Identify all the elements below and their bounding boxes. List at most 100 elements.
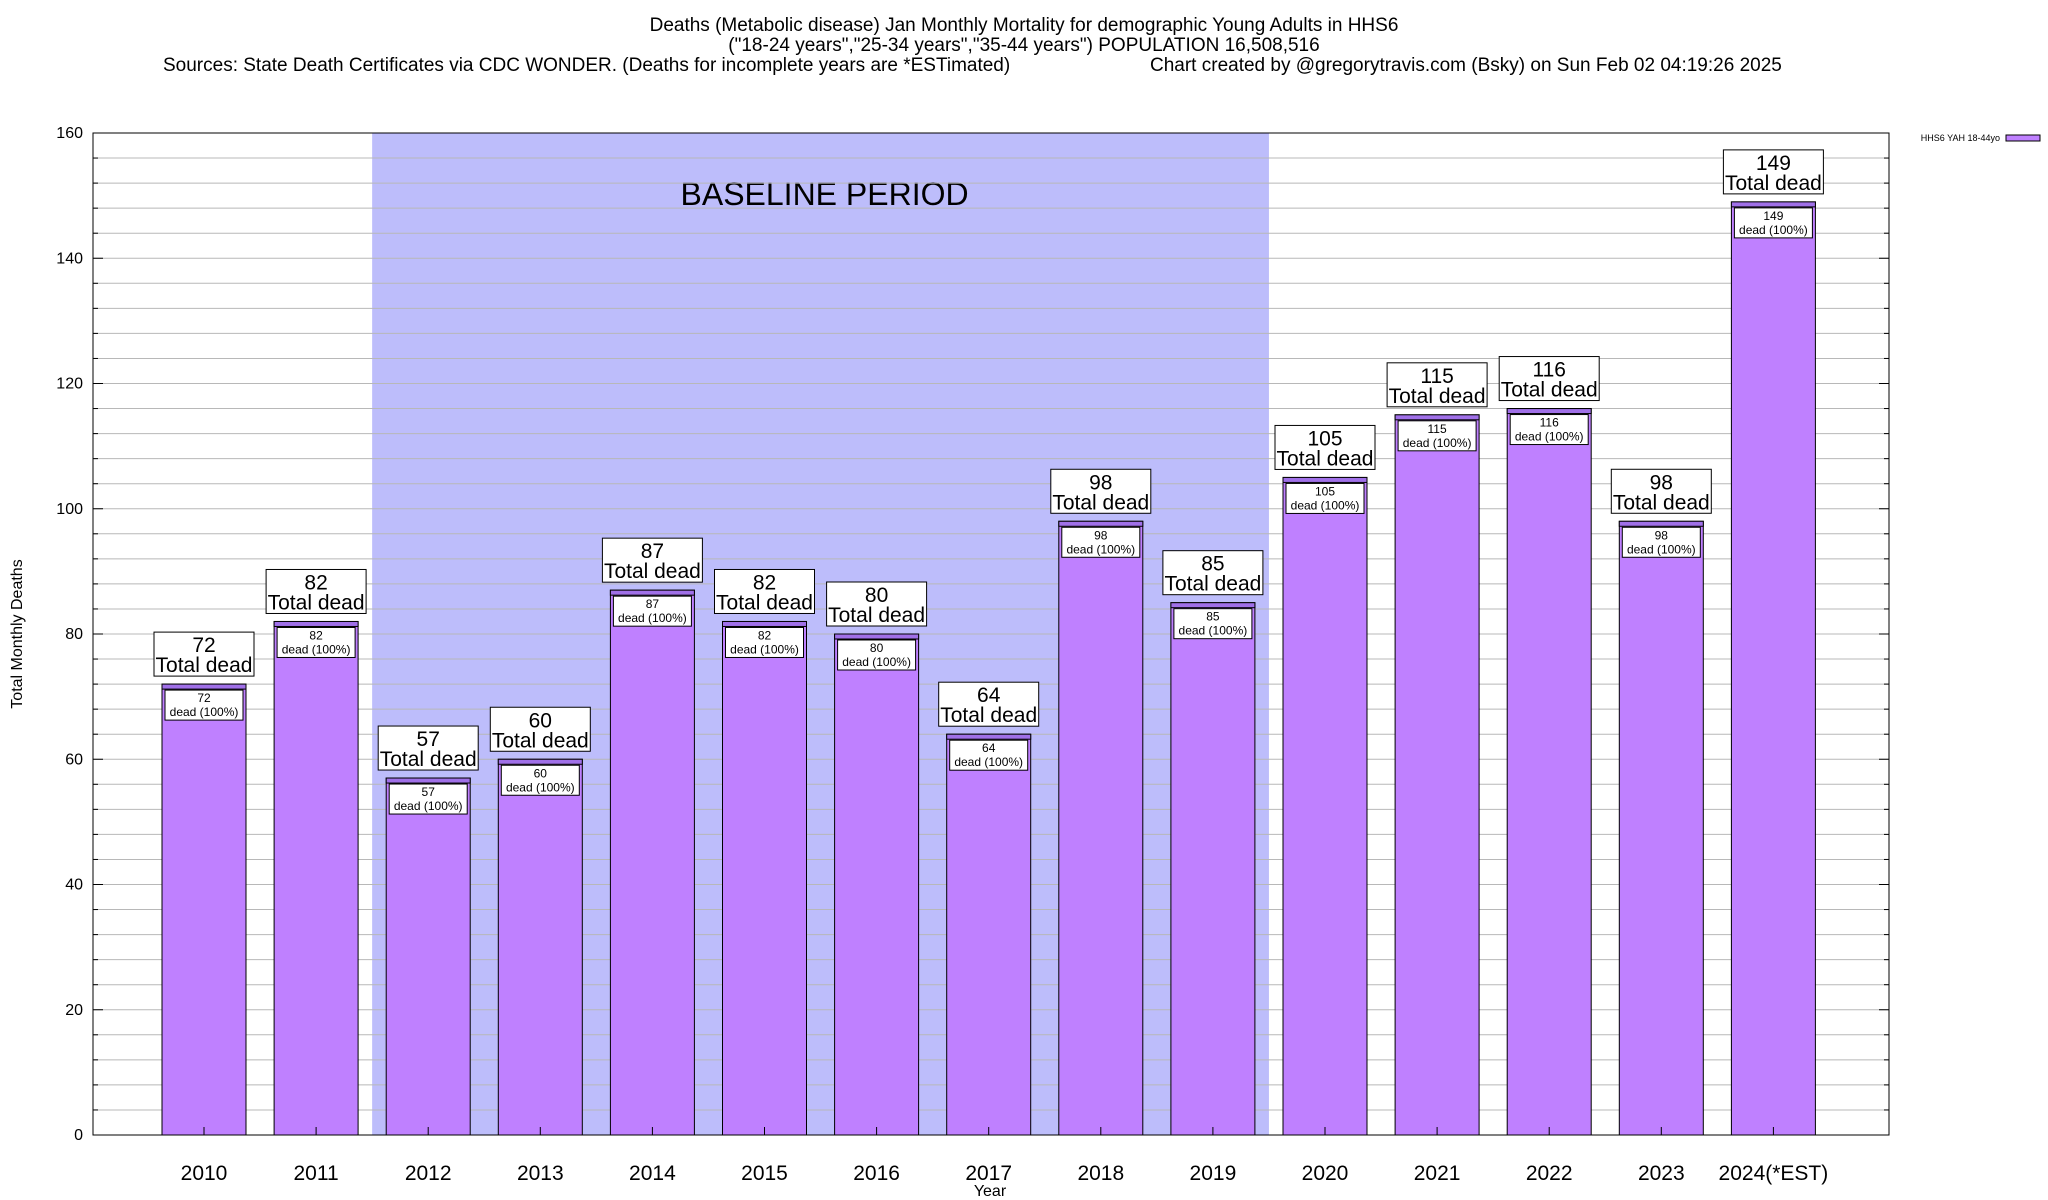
inner-value-label: 72 [197, 691, 211, 705]
plot-frame [92, 132, 1890, 1136]
inner-value-label: 98 [1655, 528, 1669, 542]
total-dead-label: Total dead [1501, 379, 1598, 402]
x-tick-label: 2010 [181, 1162, 228, 1185]
total-label-box [714, 568, 815, 614]
y-tick-label: 100 [56, 501, 83, 518]
total-label-box [1050, 468, 1152, 514]
x-tick-label: 2022 [1526, 1162, 1573, 1185]
inner-percent-label: dead (100%) [954, 755, 1023, 769]
x-tick-label: 2012 [405, 1162, 452, 1185]
inner-label-box [276, 626, 356, 658]
total-dead-label: Total dead [716, 591, 813, 614]
total-dead-label: Total dead [380, 748, 477, 771]
inner-percent-label: dead (100%) [1291, 498, 1360, 512]
legend-swatch [2005, 134, 2041, 142]
inner-label-box [1621, 526, 1701, 558]
bar-cap [1506, 408, 1592, 415]
total-label-box [601, 537, 703, 583]
total-label-box [1610, 468, 1712, 514]
x-tick-label: 2023 [1638, 1162, 1685, 1185]
x-tick-label: 2017 [965, 1162, 1012, 1185]
bar-cap [722, 620, 807, 627]
bar [946, 733, 1032, 1136]
inner-label-box [612, 595, 692, 627]
inner-label-box [1733, 207, 1813, 239]
inner-label-box [949, 739, 1029, 771]
legend-series-name: HHS6 YAH 18-44yo [1921, 133, 2000, 143]
inner-value-label: 116 [1540, 416, 1559, 430]
x-axis: 2010 2011 2012 2013 2014 2015 2016 2017 2018 2019… [181, 1127, 1829, 1185]
y-tick-label: 160 [56, 125, 83, 142]
inner-percent-label: dead (100%) [1627, 542, 1696, 556]
inner-value-label: 80 [870, 641, 884, 655]
chart-title-line1: Deaths (Metabolic disease) Jan Monthly M… [650, 15, 1399, 36]
baseline-period-label: BASELINE PERIOD [681, 176, 969, 212]
bar-cap [161, 683, 247, 690]
bar-cap [385, 777, 471, 784]
inner-value-label: 60 [534, 766, 548, 780]
total-value-label: 87 [641, 540, 664, 563]
total-value-label: 149 [1756, 152, 1791, 175]
total-dead-label: Total dead [1164, 573, 1261, 596]
total-dead-label: Total dead [1277, 447, 1374, 470]
total-value-label: 64 [977, 684, 1001, 707]
bar [1618, 520, 1704, 1136]
y-tick-label: 80 [65, 626, 83, 643]
inner-percent-label: dead (100%) [170, 705, 239, 719]
total-dead-label: Total dead [1052, 491, 1149, 514]
bar-cap [1170, 602, 1256, 609]
inner-percent-label: dead (100%) [1739, 223, 1808, 237]
total-label-box [938, 681, 1040, 727]
total-label-box [153, 631, 255, 677]
total-value-label: 98 [1089, 471, 1112, 494]
inner-percent-label: dead (100%) [1403, 436, 1472, 450]
inner-label-box [388, 783, 468, 815]
total-dead-label: Total dead [156, 654, 253, 677]
y-tick-label: 120 [56, 376, 83, 393]
x-tick-label: 2016 [853, 1162, 900, 1185]
inner-label-box [500, 764, 580, 796]
x-tick-label: 2014 [629, 1162, 676, 1185]
total-dead-label: Total dead [940, 704, 1037, 727]
bar [497, 758, 583, 1136]
total-label-box [1162, 550, 1264, 596]
x-axis-title: Year [974, 1183, 1007, 1200]
total-value-label: 115 [1420, 365, 1453, 388]
total-label-box [489, 706, 591, 752]
total-dead-label: Total dead [1613, 491, 1710, 514]
bar [1170, 602, 1256, 1136]
y-tick-label: 60 [65, 751, 83, 768]
x-tick-label: 2018 [1077, 1162, 1124, 1185]
x-tick-label: 2013 [517, 1162, 564, 1185]
total-value-label: 72 [192, 634, 215, 657]
bar [609, 589, 695, 1136]
bar-cap [273, 620, 359, 627]
total-dead-label: Total dead [1389, 385, 1486, 408]
inner-value-label: 87 [646, 597, 660, 611]
bar [1282, 476, 1368, 1136]
total-label-box [1274, 424, 1376, 470]
inner-value-label: 105 [1315, 484, 1335, 498]
bar [1506, 408, 1592, 1136]
total-value-label: 116 [1532, 359, 1565, 382]
total-value-label: 57 [417, 728, 440, 751]
bar-cap [1730, 201, 1816, 208]
inner-value-label: 85 [1206, 610, 1220, 624]
x-tick-label: 2015 [741, 1162, 788, 1185]
bar [722, 620, 807, 1136]
x-tick-label: 2024(*EST) [1719, 1162, 1829, 1185]
inner-percent-label: dead (100%) [282, 642, 351, 656]
inner-percent-label: dead (100%) [506, 780, 575, 794]
inner-percent-label: dead (100%) [1066, 542, 1135, 556]
inner-percent-label: dead (100%) [1179, 624, 1248, 638]
x-tick-label: 2011 [294, 1162, 339, 1185]
bar [385, 777, 471, 1136]
